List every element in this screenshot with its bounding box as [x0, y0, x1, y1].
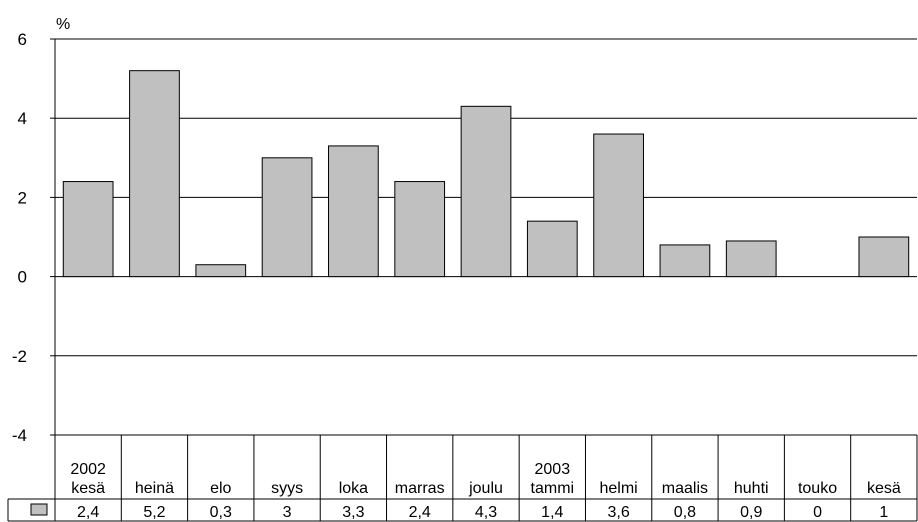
category-label: loka [339, 480, 368, 497]
bar [460, 105, 512, 278]
bar [62, 181, 114, 278]
value-label: 2,4 [409, 504, 431, 521]
bar [328, 145, 379, 278]
category-label: helmi [599, 480, 637, 497]
y-tick-label: 4 [18, 109, 27, 128]
category-label: joulu [468, 480, 503, 497]
category-label: kesä [71, 480, 105, 497]
bar [858, 236, 910, 278]
value-label: 0,8 [674, 504, 696, 521]
y-tick-label: 0 [18, 268, 27, 287]
y-tick-label: -4 [12, 426, 27, 445]
bar [394, 181, 446, 278]
bar [526, 220, 578, 278]
bar [593, 133, 644, 278]
value-label: 0,3 [210, 504, 232, 521]
value-label: 5,2 [143, 504, 165, 521]
category-label: heinä [135, 480, 174, 497]
category-label: syys [271, 480, 303, 497]
value-label: 0 [813, 504, 822, 521]
value-label: 4,3 [475, 504, 497, 521]
value-label: 0,9 [740, 504, 762, 521]
bar [195, 264, 247, 278]
value-label: 1 [879, 504, 888, 521]
value-label: 1,4 [541, 504, 563, 521]
data-table: 2002 kesä 2,4 heinä 5,2 elo 0,3 syys 3 loka 3,3 mar… [7, 435, 918, 522]
category-label: tammi [531, 480, 575, 497]
bar [261, 157, 313, 278]
value-label: 3,3 [342, 504, 364, 521]
axes [50, 38, 56, 436]
bar [725, 240, 777, 278]
category-label: maalis [662, 480, 708, 497]
category-label: 2003 [535, 461, 571, 478]
category-label: elo [210, 480, 231, 497]
value-label: 2,4 [77, 504, 99, 521]
y-tick-labels: 6 4 2 0 -2 -4 [12, 30, 27, 445]
category-label: touko [798, 480, 837, 497]
y-tick-label: 2 [18, 188, 27, 207]
value-label: 3 [283, 504, 292, 521]
legend-swatch [30, 503, 48, 516]
bar [659, 244, 711, 278]
y-axis-label: % [56, 16, 70, 33]
bars [62, 70, 910, 278]
category-label: huhti [734, 480, 769, 497]
y-tick-label: 6 [18, 30, 27, 49]
category-label: 2002 [70, 461, 106, 478]
value-label: 3,6 [607, 504, 629, 521]
y-tick-label: -2 [12, 347, 27, 366]
bar [129, 70, 180, 278]
category-label: kesä [867, 480, 901, 497]
category-label: marras [395, 480, 445, 497]
